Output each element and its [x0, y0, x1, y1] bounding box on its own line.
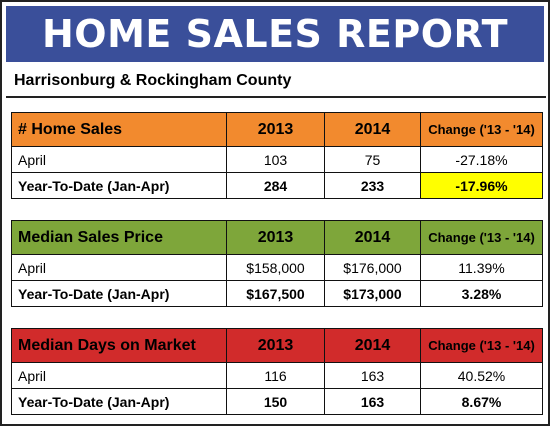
header-change: Change ('13 - '14) [420, 112, 543, 147]
cell-change: 3.28% [420, 280, 543, 307]
cell-change: 8.67% [420, 388, 543, 415]
table-row: April $158,000 $176,000 11.39% [11, 254, 543, 281]
header-year-2014: 2014 [324, 328, 421, 363]
table-row: April 116 163 40.52% [11, 362, 543, 389]
cell-2014: 75 [324, 146, 421, 173]
cell-2013: 103 [226, 146, 325, 173]
row-label: April [11, 254, 227, 281]
row-label: April [11, 362, 227, 389]
cell-2013: $167,500 [226, 280, 325, 307]
cell-2014: $176,000 [324, 254, 421, 281]
report-subtitle: Harrisonburg & Rockingham County [14, 72, 292, 89]
row-label: Year-To-Date (Jan-Apr) [11, 280, 227, 307]
cell-2013: 116 [226, 362, 325, 389]
table-header-row: # Home Sales 2013 2014 Change ('13 - '14… [11, 112, 543, 147]
cell-change-highlighted: -17.96% [420, 172, 543, 199]
header-year-2013: 2013 [226, 220, 325, 255]
table-row: Year-To-Date (Jan-Apr) 284 233 -17.96% [11, 172, 543, 199]
header-year-2013: 2013 [226, 112, 325, 147]
cell-2013: 284 [226, 172, 325, 199]
row-label: Year-To-Date (Jan-Apr) [11, 388, 227, 415]
cell-change: 11.39% [420, 254, 543, 281]
cell-2014: 233 [324, 172, 421, 199]
cell-2014: 163 [324, 388, 421, 415]
header-year-2013: 2013 [226, 328, 325, 363]
report-title: HOME SALES REPORT [6, 6, 544, 62]
table-header-row: Median Sales Price 2013 2014 Change ('13… [11, 220, 543, 255]
cell-change: -27.18% [420, 146, 543, 173]
row-label: April [11, 146, 227, 173]
header-year-2014: 2014 [324, 112, 421, 147]
table-row: Year-To-Date (Jan-Apr) $167,500 $173,000… [11, 280, 543, 307]
cell-2013: $158,000 [226, 254, 325, 281]
cell-change: 40.52% [420, 362, 543, 389]
home-sales-table: # Home Sales 2013 2014 Change ('13 - '14… [11, 112, 543, 199]
row-label: Year-To-Date (Jan-Apr) [11, 172, 227, 199]
median-sales-price-table: Median Sales Price 2013 2014 Change ('13… [11, 220, 543, 307]
cell-2014: $173,000 [324, 280, 421, 307]
table-header-row: Median Days on Market 2013 2014 Change (… [11, 328, 543, 363]
divider [6, 96, 546, 98]
header-metric: Median Sales Price [11, 220, 227, 255]
header-change: Change ('13 - '14) [420, 328, 543, 363]
table-row: April 103 75 -27.18% [11, 146, 543, 173]
header-metric: # Home Sales [11, 112, 227, 147]
cell-2013: 150 [226, 388, 325, 415]
header-change: Change ('13 - '14) [420, 220, 543, 255]
table-row: Year-To-Date (Jan-Apr) 150 163 8.67% [11, 388, 543, 415]
median-days-on-market-table: Median Days on Market 2013 2014 Change (… [11, 328, 543, 415]
header-year-2014: 2014 [324, 220, 421, 255]
header-metric: Median Days on Market [11, 328, 227, 363]
cell-2014: 163 [324, 362, 421, 389]
